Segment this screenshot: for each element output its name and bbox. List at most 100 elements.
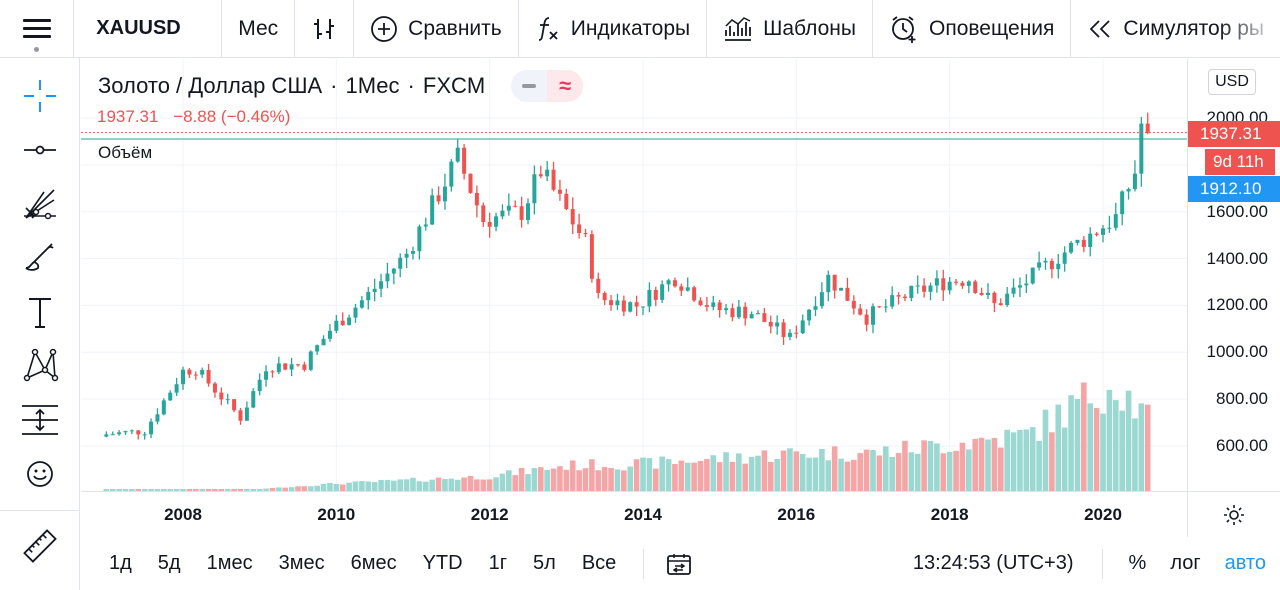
volume-bar <box>1049 432 1055 491</box>
collapse-legend-button[interactable] <box>511 70 547 102</box>
measure-projection-tool[interactable] <box>0 394 80 446</box>
ohlc-values: 1937.31 −8.88 (−0.46%) <box>97 107 290 127</box>
candle-body <box>417 226 422 252</box>
candle-body <box>206 369 211 384</box>
percent-toggle[interactable]: % <box>1128 552 1147 574</box>
menu-button[interactable] <box>0 0 75 58</box>
candle-body <box>532 174 537 204</box>
volume-bar <box>997 447 1004 491</box>
volume-bar <box>205 489 212 491</box>
date-range-button[interactable] <box>666 552 692 576</box>
candle-body <box>398 257 403 269</box>
trend-line-tool[interactable] <box>0 124 80 176</box>
volume-bar <box>678 460 685 491</box>
volume-bar <box>576 470 582 491</box>
candle-body <box>359 300 364 308</box>
alerts-button[interactable]: Оповещения <box>873 0 1072 58</box>
countdown-tag: 9d 11h <box>1205 149 1275 175</box>
volume-bar <box>186 489 193 491</box>
price-chart[interactable] <box>81 59 1187 491</box>
range-1m[interactable]: 1мес <box>206 552 253 574</box>
pattern-tool[interactable] <box>0 340 80 392</box>
smiley-icon <box>27 461 53 487</box>
indicators-button[interactable]: Индикаторы <box>519 0 708 58</box>
ruler-tool[interactable] <box>0 520 80 572</box>
bottom-divider <box>643 548 645 579</box>
candle-body <box>743 306 748 319</box>
text-tool[interactable] <box>0 286 80 338</box>
gann-fib-tool[interactable] <box>0 178 80 230</box>
range-3m[interactable]: 3мес <box>278 552 325 574</box>
volume-bar <box>474 479 480 491</box>
volume-bar <box>921 440 927 491</box>
toolbar-divider <box>0 510 80 511</box>
range-6m[interactable]: 6мес <box>350 552 397 574</box>
templates-button[interactable]: Шаблоны <box>707 0 873 58</box>
volume-bar <box>288 487 295 491</box>
range-1y[interactable]: 1г <box>488 552 508 574</box>
volume-bar <box>914 453 921 491</box>
chart-settings-button[interactable] <box>1187 491 1280 537</box>
price-tick-label: 1400.00 <box>1206 248 1268 268</box>
range-ytd[interactable]: YTD <box>422 552 463 574</box>
candlestick-icon <box>311 16 337 42</box>
range-5d[interactable]: 5д <box>157 552 181 574</box>
candle-body <box>736 306 741 318</box>
clock-timezone[interactable]: 13:24:53 (UTC+3) <box>912 552 1074 574</box>
currency-button[interactable]: USD <box>1208 69 1256 95</box>
candle-body <box>283 363 288 370</box>
volume-bar <box>359 481 365 491</box>
candle-body <box>685 287 690 291</box>
volume-bar <box>416 481 423 491</box>
candle-body <box>960 282 965 286</box>
volume-bar <box>806 457 812 491</box>
range-all[interactable]: Все <box>581 552 617 574</box>
time-axis[interactable]: 2008 2010 2012 2014 2016 2018 2020 <box>81 491 1187 537</box>
candle-body <box>672 280 677 287</box>
candle-body <box>724 308 729 311</box>
price-tick-label: 1600.00 <box>1206 201 1268 221</box>
log-toggle[interactable]: лог <box>1170 552 1201 574</box>
volume-bar <box>761 450 768 491</box>
volume-bar <box>857 453 864 491</box>
fx-icon <box>535 15 561 43</box>
candle-body <box>934 278 939 286</box>
date-range-icon <box>667 553 692 575</box>
wave-icon: ≈ <box>559 73 572 98</box>
volume-bar <box>384 479 391 491</box>
volume-bar <box>129 489 135 491</box>
volume-label[interactable]: Объём <box>98 143 153 162</box>
volume-bar <box>787 448 793 491</box>
indicators-label: Индикаторы <box>570 16 691 40</box>
range-1d[interactable]: 1д <box>109 552 132 574</box>
candle-body <box>321 338 326 346</box>
legend-buttons: ≈ <box>511 70 584 102</box>
candle-body <box>123 431 128 433</box>
candle-body <box>628 302 633 312</box>
symbol-search-button[interactable]: XAUUSD <box>74 0 223 58</box>
templates-icon <box>723 16 753 42</box>
volume-bar <box>729 461 736 491</box>
candle-body <box>756 313 760 315</box>
candle-body <box>423 224 428 227</box>
volume-bar <box>934 443 940 491</box>
candle-body <box>749 314 754 319</box>
volume-bar <box>320 483 327 491</box>
volume-bar <box>966 449 972 491</box>
range-5y[interactable]: 5л <box>533 552 556 574</box>
auto-toggle[interactable]: авто <box>1224 552 1266 574</box>
brush-tool[interactable] <box>0 232 80 284</box>
candle-body <box>1145 123 1150 133</box>
candle-body <box>379 281 384 289</box>
menu-indicator-dot <box>34 46 40 52</box>
chart-type-button[interactable] <box>295 0 355 58</box>
crosshair-tool[interactable] <box>0 70 80 122</box>
volume-bar <box>640 457 646 491</box>
compare-button[interactable]: Сравнить <box>354 0 519 58</box>
candle-body <box>564 193 569 210</box>
compare-wave-button[interactable]: ≈ <box>547 70 584 102</box>
interval-button[interactable]: Мес <box>222 0 296 58</box>
emoji-tool[interactable] <box>0 448 80 500</box>
candle-body <box>602 292 607 301</box>
volume-bar <box>135 489 142 491</box>
